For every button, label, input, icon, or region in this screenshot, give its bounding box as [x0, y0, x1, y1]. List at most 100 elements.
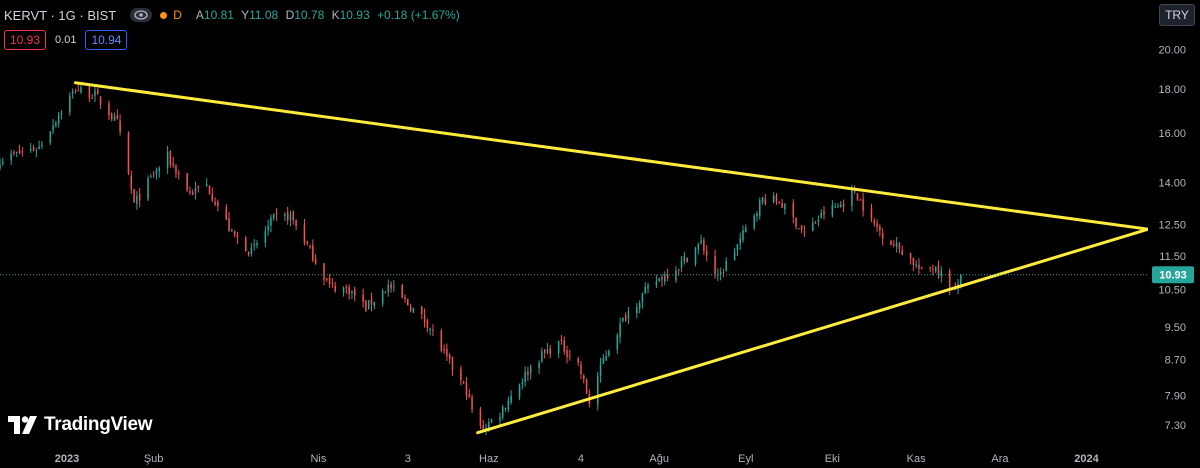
candle — [133, 188, 135, 203]
price-tick-label: 8.70 — [1165, 355, 1186, 367]
candle — [21, 146, 24, 157]
candle — [792, 199, 795, 224]
candle — [636, 302, 638, 319]
candle — [245, 235, 247, 252]
candle — [563, 336, 565, 355]
candle — [80, 84, 82, 94]
candle — [367, 300, 370, 310]
close-label: K — [331, 8, 340, 22]
candle — [443, 344, 445, 354]
candle — [873, 217, 876, 227]
sell-price-button[interactable]: 10.93 — [4, 30, 47, 50]
candle — [471, 394, 473, 413]
price-axis[interactable]: 20.00 18.00 16.00 14.00 12.50 11.50 10.50 9.50 8… — [1148, 0, 1200, 468]
candle — [909, 252, 912, 265]
candle — [893, 240, 895, 248]
candle — [703, 237, 705, 256]
candle — [518, 383, 521, 401]
candle — [166, 145, 169, 174]
price-tick-label: 16.00 — [1158, 128, 1186, 140]
candle — [940, 266, 943, 283]
price-tick-label: 10.50 — [1158, 285, 1186, 297]
candle — [745, 224, 747, 233]
candle — [71, 88, 74, 99]
candle — [879, 224, 881, 237]
candle — [756, 211, 758, 222]
last-price-label: 10.93 — [1159, 270, 1187, 282]
candle — [2, 157, 4, 166]
time-tick-label: 2024 — [1074, 453, 1099, 465]
time-tick-label: 4 — [578, 453, 584, 465]
candle — [619, 317, 621, 344]
candle — [823, 206, 825, 220]
candle — [666, 268, 669, 282]
candle — [426, 318, 429, 333]
time-tick-label: Eki — [825, 453, 840, 465]
candle — [136, 191, 138, 210]
candle — [77, 84, 79, 92]
candle — [373, 301, 376, 310]
candle — [742, 225, 744, 243]
candle — [116, 109, 119, 120]
symbol-title[interactable]: KERVT · 1G · BIST — [4, 7, 117, 23]
low-label: D — [285, 8, 295, 22]
price-tick-label: 7.30 — [1165, 420, 1186, 432]
eye-icon[interactable] — [130, 8, 153, 22]
candle — [739, 232, 741, 251]
time-tick-label: 2023 — [55, 453, 79, 465]
candle — [814, 220, 817, 224]
candle — [57, 111, 60, 128]
candle — [577, 356, 579, 366]
candle — [803, 225, 806, 237]
candle — [404, 294, 406, 303]
candle — [641, 292, 644, 309]
candle — [306, 240, 309, 246]
candle — [264, 226, 267, 248]
candle — [694, 246, 697, 267]
candle — [527, 366, 529, 382]
candle — [934, 266, 937, 273]
candle — [764, 194, 767, 206]
candle — [521, 378, 524, 390]
trendline-lower[interactable] — [476, 227, 1150, 435]
candle — [421, 306, 423, 320]
open-value: 10.81 — [203, 8, 234, 22]
candle — [834, 203, 836, 208]
candle — [775, 193, 778, 205]
candle — [719, 267, 722, 281]
tradingview-brand: TradingView — [8, 414, 153, 436]
candle — [96, 87, 99, 95]
candle — [705, 245, 708, 262]
candle — [247, 251, 250, 257]
candle — [546, 342, 549, 355]
delayed-flag[interactable]: D — [173, 8, 182, 22]
candle — [912, 257, 915, 272]
candle — [35, 148, 38, 158]
candle — [91, 94, 93, 100]
trendline-upper[interactable] — [73, 81, 1150, 231]
candle — [384, 291, 387, 294]
candle — [859, 198, 862, 201]
candle — [543, 348, 546, 359]
candle — [233, 230, 236, 238]
candle — [49, 131, 52, 146]
candle — [638, 300, 641, 314]
candle — [784, 203, 786, 215]
candle — [342, 286, 345, 297]
time-axis[interactable]: 2023 Şub Nis 3 Haz 4 Ağu Eyl Eki Kas Ara 2024 — [0, 446, 1200, 468]
buy-price-button[interactable]: 10.94 — [85, 30, 128, 50]
candle — [686, 257, 688, 263]
currency-select[interactable]: TRY — [1159, 4, 1195, 26]
candle — [295, 219, 297, 231]
candle — [490, 418, 493, 424]
last-price-badge: 10.93 — [1152, 266, 1194, 284]
candle — [870, 203, 873, 223]
candle — [303, 218, 306, 246]
candle — [345, 284, 348, 294]
candle — [18, 144, 21, 155]
trendlines-layer[interactable] — [73, 81, 1150, 435]
price-tick-label: 18.00 — [1158, 84, 1186, 96]
candle — [205, 178, 208, 187]
candle — [837, 203, 839, 208]
